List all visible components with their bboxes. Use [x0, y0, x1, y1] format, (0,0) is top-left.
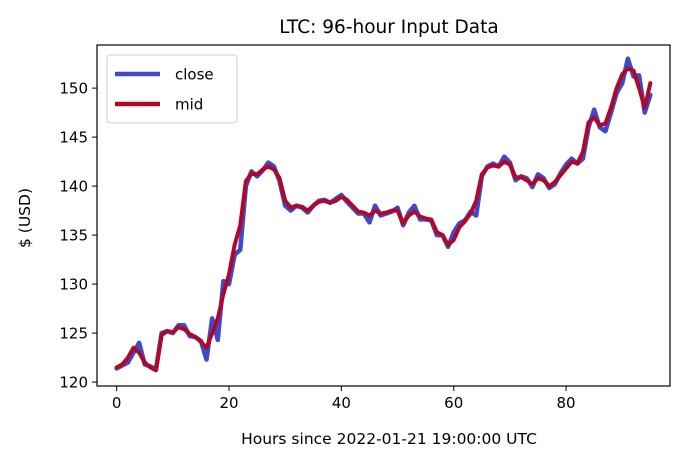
legend: close mid — [106, 54, 238, 124]
x-tick-label: 20 — [219, 394, 238, 412]
x-tick-label: 40 — [332, 394, 351, 412]
x-tick-label: 60 — [444, 394, 463, 412]
chart-title: LTC: 96-hour Input Data — [279, 17, 498, 38]
plot-lines — [114, 56, 653, 373]
series-line-mid — [114, 66, 653, 373]
y-tick-label: 120 — [59, 374, 88, 392]
x-tick-label: 80 — [557, 394, 576, 412]
y-tick-label: 130 — [59, 276, 88, 294]
legend-box — [106, 54, 238, 124]
y-axis-label: $ (USD) — [16, 188, 34, 248]
y-tick-label: 135 — [59, 227, 88, 245]
y-tick-label: 150 — [59, 80, 88, 98]
plot-frame — [96, 44, 671, 387]
x-axis-label: Hours since 2022-01-21 19:00:00 UTC — [241, 430, 537, 448]
y-tick-label: 140 — [59, 178, 88, 196]
x-axis-ticks: 0 20 40 60 80 — [112, 386, 576, 412]
legend-label-close: close — [175, 66, 214, 84]
x-tick-label: 0 — [112, 394, 122, 412]
y-axis-ticks: 120 125 130 135 140 145 150 — [59, 80, 97, 392]
legend-label-mid: mid — [175, 96, 203, 114]
y-tick-label: 125 — [59, 325, 88, 343]
y-tick-label: 145 — [59, 129, 88, 147]
